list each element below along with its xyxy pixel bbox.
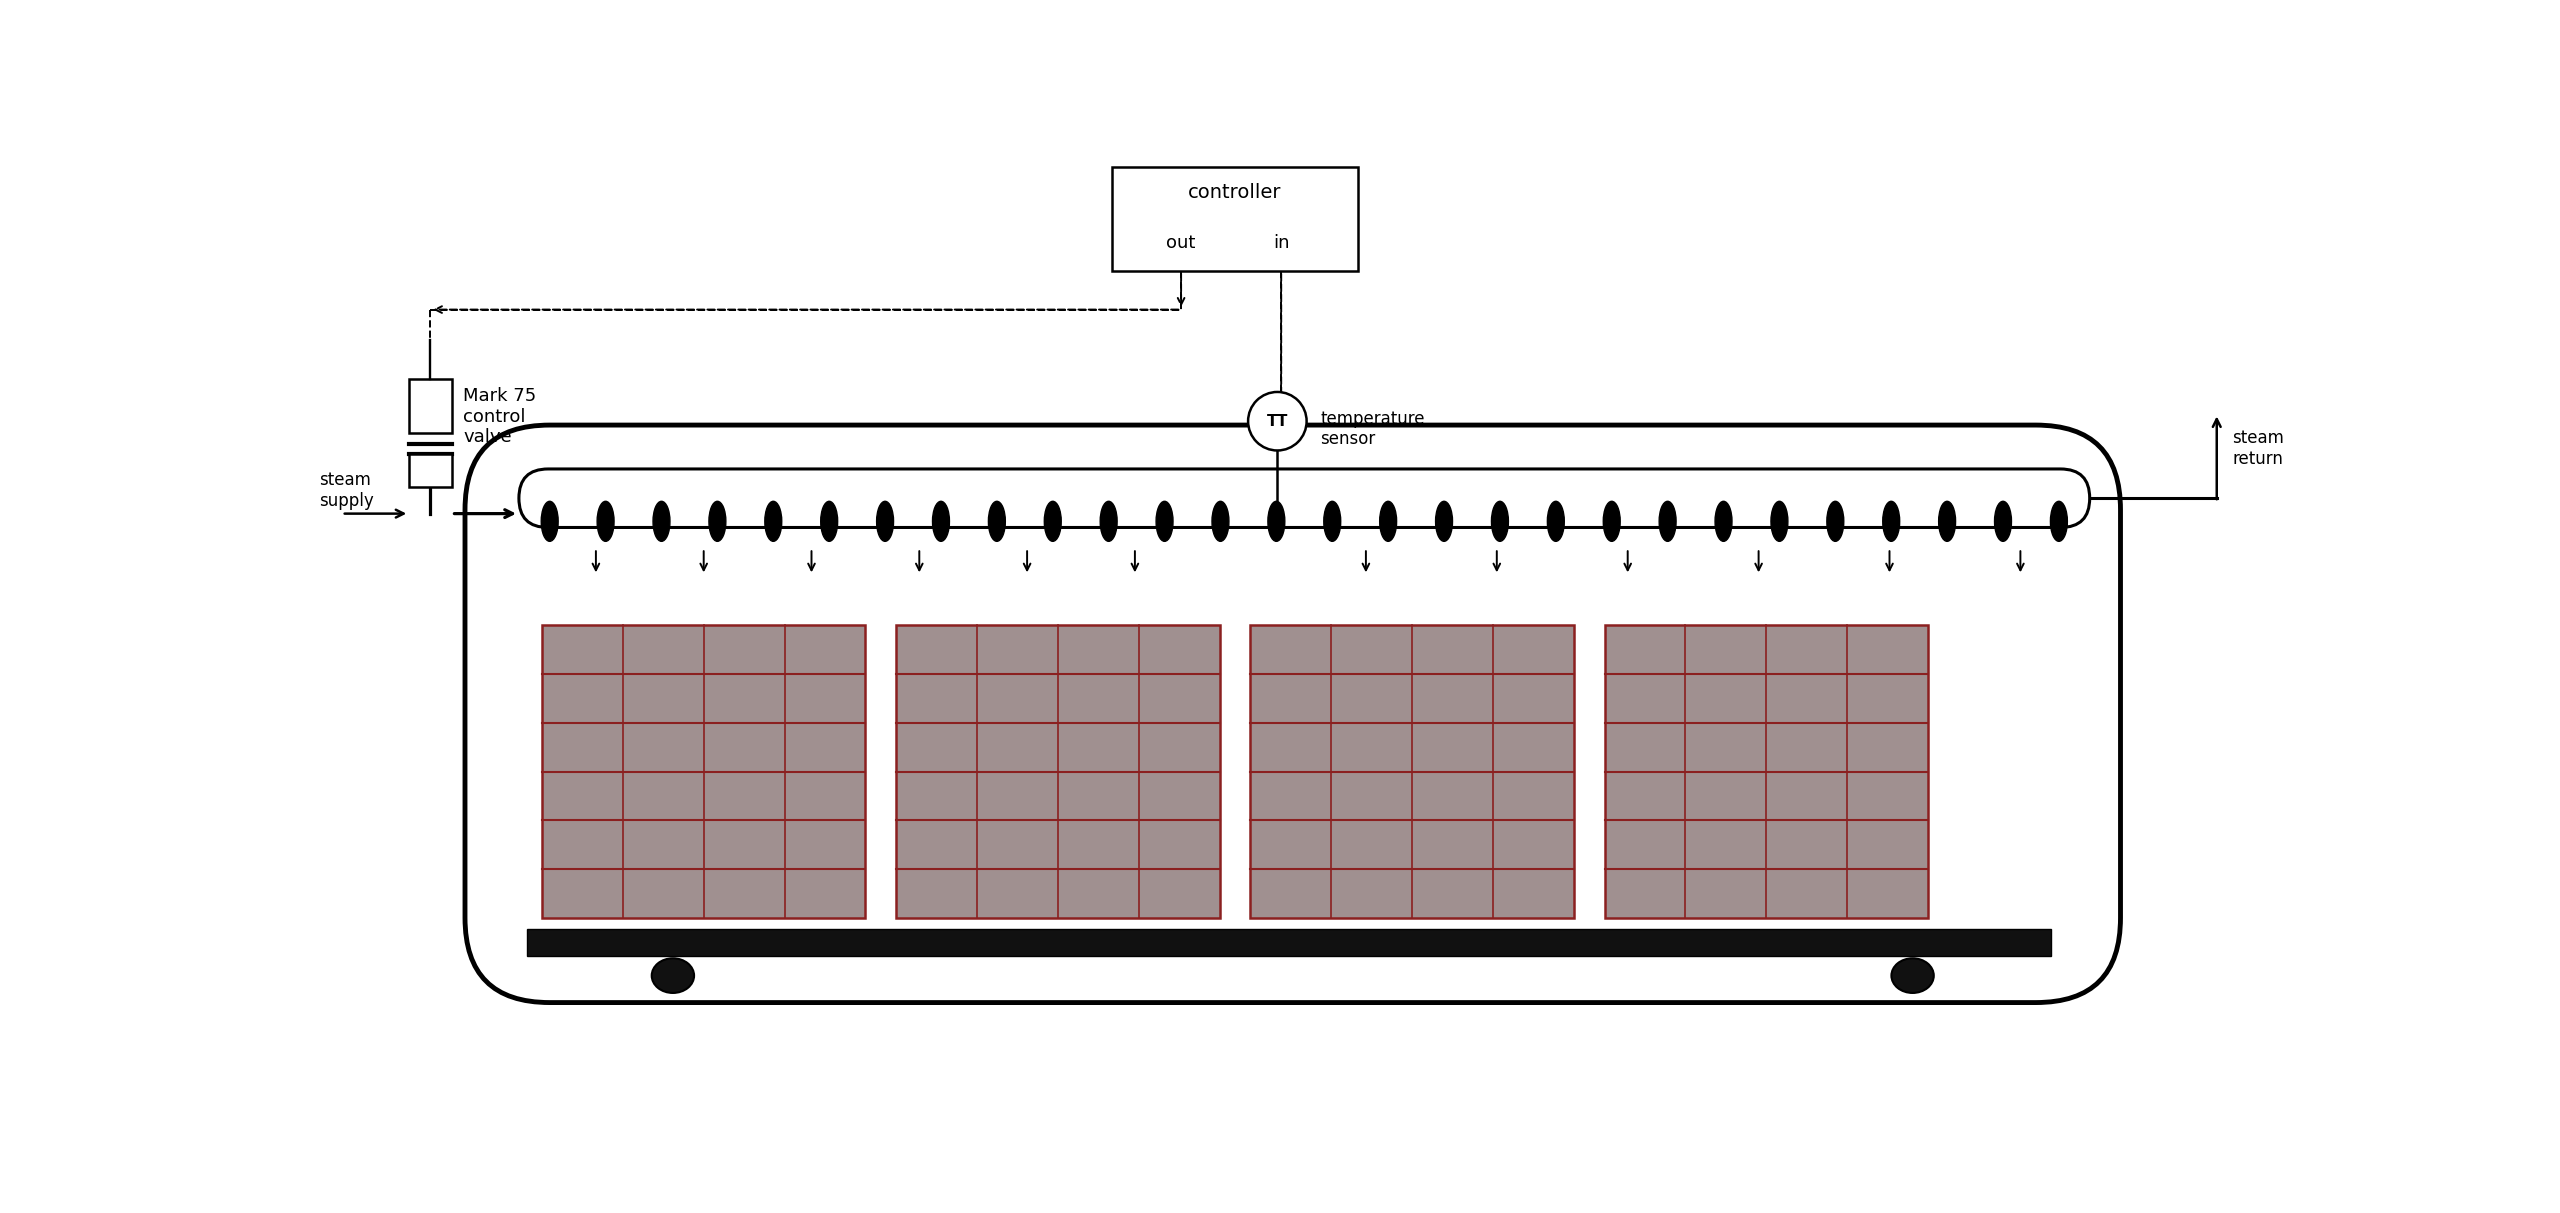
- Ellipse shape: [653, 501, 671, 541]
- Text: in: in: [1272, 234, 1290, 252]
- Ellipse shape: [709, 501, 727, 541]
- Text: TT: TT: [1267, 414, 1288, 428]
- Ellipse shape: [765, 501, 781, 541]
- Ellipse shape: [653, 958, 694, 993]
- Ellipse shape: [932, 501, 950, 541]
- Ellipse shape: [1211, 501, 1229, 541]
- Ellipse shape: [1324, 501, 1341, 541]
- Ellipse shape: [1380, 501, 1398, 541]
- Ellipse shape: [1882, 501, 1900, 541]
- FancyBboxPatch shape: [520, 469, 2089, 528]
- Bar: [1111, 167, 1359, 270]
- Ellipse shape: [1101, 501, 1116, 541]
- Text: steam
return: steam return: [2232, 429, 2284, 468]
- Text: temperature
sensor: temperature sensor: [1321, 410, 1426, 449]
- Text: controller: controller: [1188, 182, 1283, 201]
- Ellipse shape: [876, 501, 893, 541]
- Ellipse shape: [1044, 501, 1062, 541]
- Ellipse shape: [1828, 501, 1843, 541]
- Ellipse shape: [1157, 501, 1172, 541]
- Bar: [896, 625, 1219, 918]
- Ellipse shape: [1659, 501, 1677, 541]
- Ellipse shape: [1715, 501, 1733, 541]
- Bar: [1249, 625, 1574, 918]
- Ellipse shape: [540, 501, 558, 541]
- FancyBboxPatch shape: [466, 425, 2120, 1003]
- Bar: [410, 378, 451, 433]
- Ellipse shape: [1994, 501, 2012, 541]
- Circle shape: [1249, 392, 1306, 450]
- Ellipse shape: [1938, 501, 1956, 541]
- Ellipse shape: [1492, 501, 1508, 541]
- Text: Mark 75
control
valve: Mark 75 control valve: [463, 387, 538, 446]
- Ellipse shape: [1267, 501, 1285, 541]
- Ellipse shape: [1436, 501, 1452, 541]
- Ellipse shape: [2051, 501, 2068, 541]
- Ellipse shape: [596, 501, 614, 541]
- Ellipse shape: [822, 501, 837, 541]
- Bar: [527, 929, 2051, 956]
- Text: steam
supply: steam supply: [317, 471, 374, 509]
- Ellipse shape: [1892, 958, 1933, 993]
- Ellipse shape: [1546, 501, 1564, 541]
- Bar: [410, 455, 451, 486]
- Bar: [543, 625, 865, 918]
- Ellipse shape: [1603, 501, 1620, 541]
- Text: out: out: [1167, 234, 1196, 252]
- Bar: [1605, 625, 1928, 918]
- Ellipse shape: [1772, 501, 1787, 541]
- Ellipse shape: [988, 501, 1006, 541]
